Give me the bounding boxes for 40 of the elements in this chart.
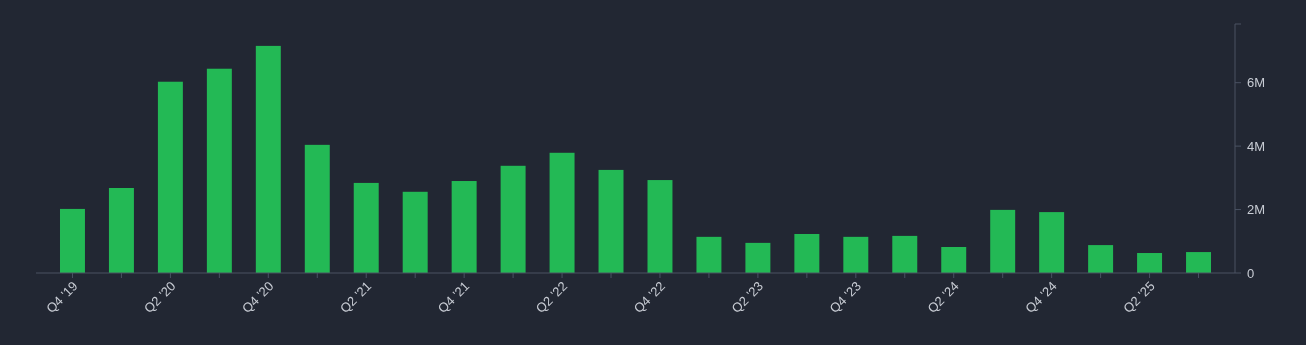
bar [59,208,85,273]
bar [304,144,330,273]
bar [157,81,183,273]
bar [990,209,1016,273]
bar [696,236,722,273]
bar [1039,212,1065,273]
y-tick-label: 6M [1247,75,1266,91]
x-tick-label: Q4 '20 [239,278,277,316]
x-tick-label: Q4 '19 [43,278,81,316]
y-tick-label: 0 [1247,265,1255,281]
x-tick-label: Q2 '21 [336,278,375,316]
bar [794,233,820,273]
bar [843,236,869,273]
bar [1088,245,1114,273]
x-tick-label: Q2 '20 [141,278,179,316]
bar [598,169,624,273]
x-tick-label: Q2 '22 [532,278,571,316]
bar [451,181,477,273]
bar [892,235,918,273]
bar [206,68,232,273]
bar [402,191,428,273]
bar [1137,253,1163,273]
y-tick-label: 4M [1247,138,1266,154]
bar [500,165,526,273]
x-tick-label: Q4 '24 [1022,278,1060,316]
bar [255,45,281,273]
bar [353,182,379,273]
x-tick-label: Q4 '22 [630,278,669,316]
x-tick-label: Q4 '23 [826,278,864,316]
bar [745,242,771,273]
bar [549,152,575,273]
bar [941,246,967,273]
y-tick-label: 2M [1247,202,1266,218]
x-tick-label: Q2 '25 [1120,278,1158,316]
bar [108,187,134,273]
x-tick-label: Q4 '21 [434,278,473,316]
x-tick-label: Q2 '24 [924,278,962,316]
bar [647,180,673,273]
bar [1186,252,1212,273]
x-tick-label: Q2 '23 [728,278,767,316]
